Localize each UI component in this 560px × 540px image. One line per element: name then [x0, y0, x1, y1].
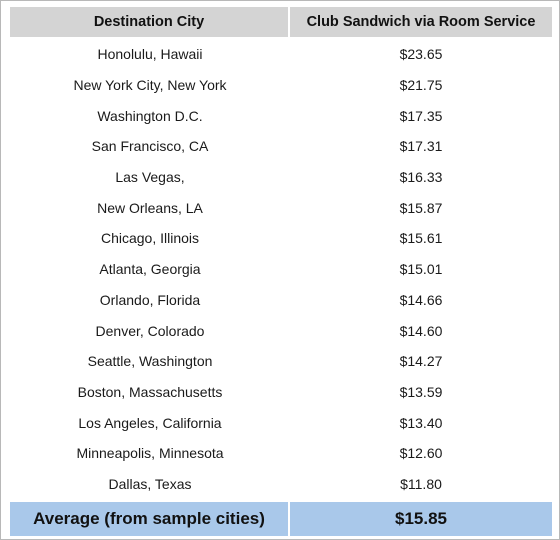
table-row: Las Vegas, $16.33 — [10, 162, 552, 193]
table-row: Chicago, Illinois $15.61 — [10, 223, 552, 254]
price-cell: $15.87 — [399, 199, 443, 216]
price-cell: $17.31 — [399, 138, 443, 155]
table-row: New York City, New York $21.75 — [10, 70, 552, 101]
price-cell: $14.60 — [399, 322, 443, 339]
city-cell: Minneapolis, Minnesota — [76, 445, 224, 462]
price-table: Destination City Club Sandwich via Room … — [10, 7, 552, 537]
header-destination-city: Destination City — [10, 7, 290, 37]
header-club-sandwich-price: Club Sandwich via Room Service — [290, 7, 552, 37]
table-row: New Orleans, LA $15.87 — [10, 192, 552, 223]
price-cell: $23.65 — [399, 46, 443, 63]
table-row: Orlando, Florida $14.66 — [10, 285, 552, 316]
average-row: Average (from sample cities) $15.85 — [10, 502, 552, 537]
table-row: Minneapolis, Minnesota $12.60 — [10, 438, 552, 469]
average-price: $15.85 — [290, 502, 552, 537]
table-row: Washington D.C. $17.35 — [10, 100, 552, 131]
city-cell: Orlando, Florida — [99, 291, 201, 308]
price-cell: $12.60 — [399, 445, 443, 462]
table-row: Honolulu, Hawaii $23.65 — [10, 37, 552, 70]
price-cell: $13.40 — [399, 414, 443, 431]
price-cell: $15.61 — [399, 230, 443, 247]
price-cell: $17.35 — [399, 107, 443, 124]
price-cell: $14.27 — [399, 353, 443, 370]
city-cell: Chicago, Illinois — [100, 230, 200, 247]
city-cell: New Orleans, LA — [97, 199, 203, 216]
average-label: Average (from sample cities) — [10, 502, 290, 537]
city-cell: San Francisco, CA — [91, 138, 209, 155]
city-cell: Atlanta, Georgia — [99, 261, 201, 278]
price-cell: $13.59 — [399, 383, 443, 400]
table-row: Atlanta, Georgia $15.01 — [10, 254, 552, 285]
price-cell: $15.01 — [399, 261, 443, 278]
city-cell: Washington D.C. — [97, 107, 203, 124]
city-cell: Boston, Massachusetts — [77, 383, 223, 400]
table-row: Seattle, Washington $14.27 — [10, 346, 552, 377]
table-row: Boston, Massachusetts $13.59 — [10, 377, 552, 408]
table-row: Los Angeles, California $13.40 — [10, 407, 552, 438]
city-cell: Los Angeles, California — [78, 414, 222, 431]
table-row: Dallas, Texas $11.80 — [10, 469, 552, 500]
price-cell: $14.66 — [399, 291, 443, 308]
city-cell: Seattle, Washington — [87, 353, 213, 370]
city-cell: Denver, Colorado — [95, 322, 205, 339]
table-row: San Francisco, CA $17.31 — [10, 131, 552, 162]
price-cell: $21.75 — [399, 77, 443, 94]
city-cell: Honolulu, Hawaii — [97, 46, 203, 63]
price-cell: $16.33 — [399, 169, 443, 186]
city-cell: Las Vegas, — [115, 169, 185, 186]
table-row: Denver, Colorado $14.60 — [10, 315, 552, 346]
city-cell: New York City, New York — [73, 77, 227, 94]
header-row: Destination City Club Sandwich via Room … — [10, 7, 552, 37]
price-cell: $11.80 — [400, 475, 442, 492]
city-cell: Dallas, Texas — [108, 475, 192, 492]
